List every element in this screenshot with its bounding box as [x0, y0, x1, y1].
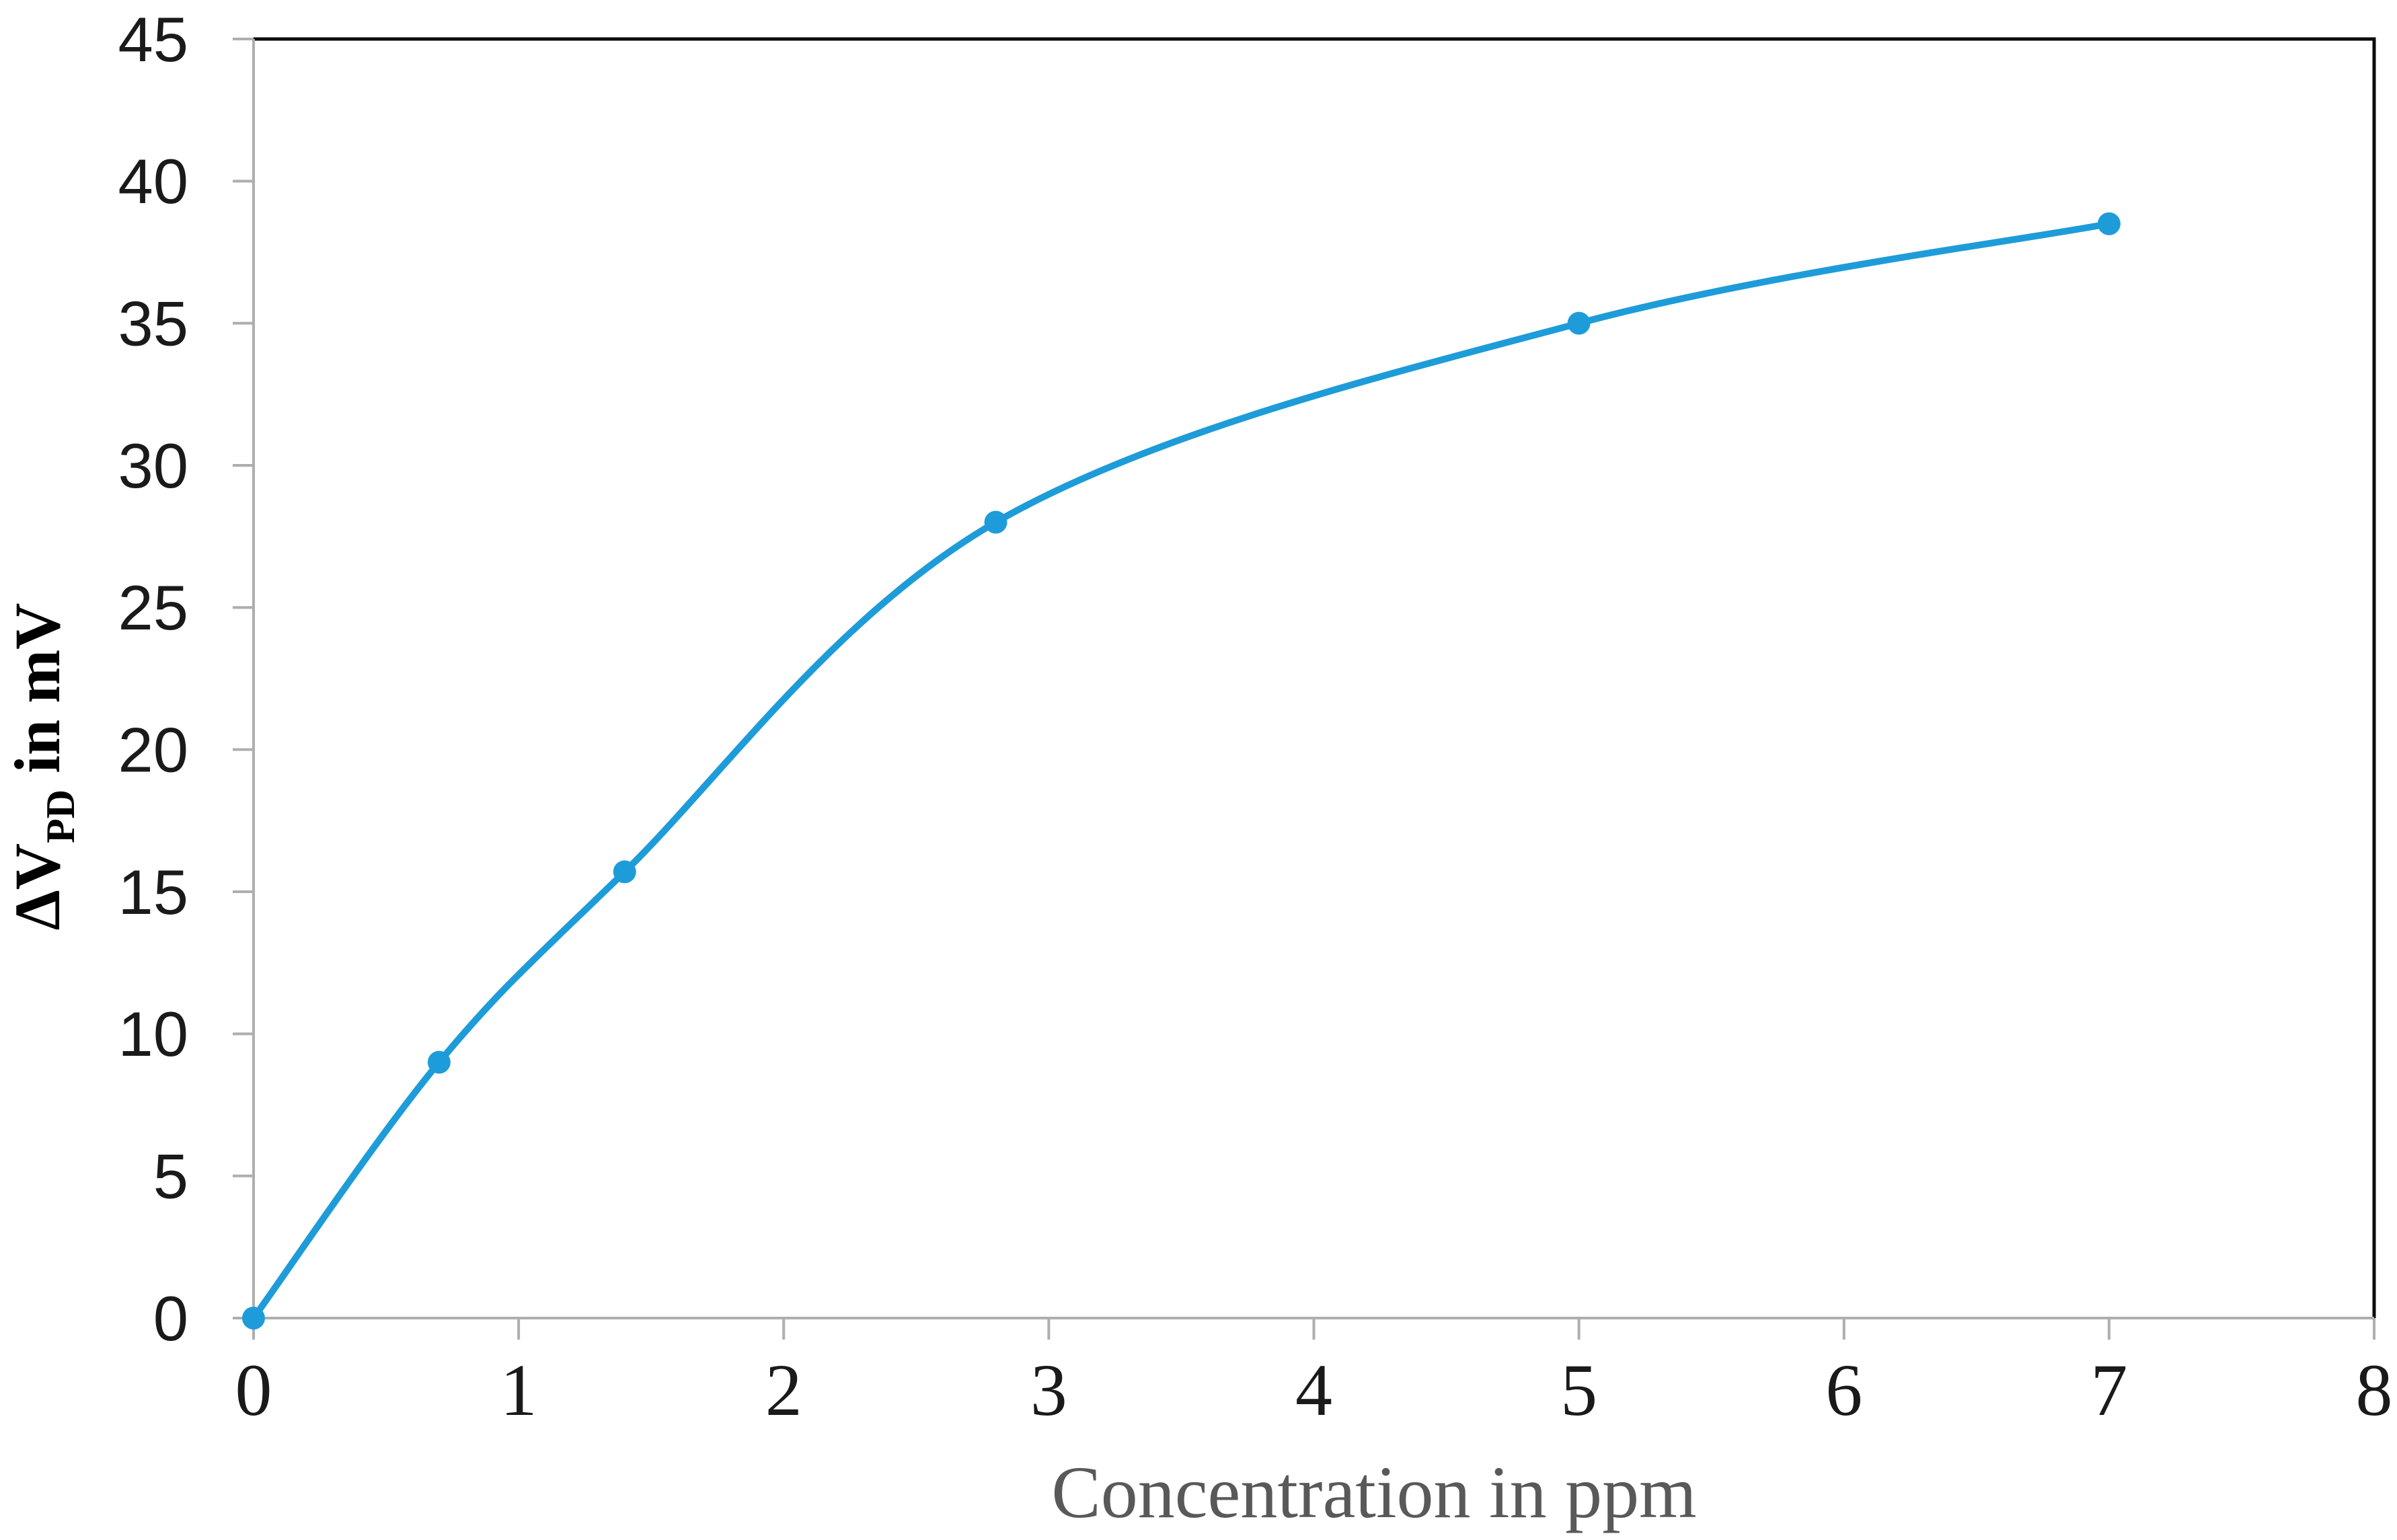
x-tick-label: 5 [1560, 1349, 1597, 1431]
y-tick-label: 0 [153, 1283, 188, 1354]
x-tick-label: 1 [500, 1349, 537, 1431]
y-axis-title-text: ΔV [1, 843, 73, 931]
y-tick-label: 5 [153, 1141, 188, 1212]
x-tick-label: 7 [2090, 1349, 2127, 1431]
x-tick-label: 8 [2356, 1349, 2393, 1431]
data-point-marker [984, 510, 1007, 534]
y-tick-label: 15 [118, 857, 188, 927]
plot-border [254, 37, 2376, 1318]
y-tick-label: 10 [118, 999, 188, 1069]
y-tick-label: 30 [118, 430, 188, 501]
x-tick-label: 2 [765, 1349, 802, 1431]
data-point-marker [2097, 212, 2121, 235]
data-point-marker [427, 1050, 451, 1074]
y-tick-label: 40 [118, 146, 188, 217]
series-line [250, 220, 2113, 1321]
x-tick-label: 6 [1825, 1349, 1862, 1431]
x-tick-label: 0 [235, 1349, 272, 1431]
y-axis-title-text: in mV [1, 603, 73, 790]
data-point-marker [1567, 311, 1591, 335]
data-point-marker [613, 860, 636, 884]
x-tick-label: 3 [1030, 1349, 1067, 1431]
x-axis-title: Concentration in ppm [1051, 1451, 1696, 1533]
y-tick-label: 25 [118, 572, 188, 643]
y-tick-label: 45 [118, 4, 188, 75]
data-point-marker [242, 1307, 265, 1330]
y-axis-title-subscript: PD [38, 790, 83, 843]
y-tick-label: 20 [118, 715, 188, 785]
y-tick-label: 35 [118, 288, 188, 359]
y-axis-title: ΔVPD in mV [1, 603, 83, 931]
x-tick-label: 4 [1295, 1349, 1332, 1431]
